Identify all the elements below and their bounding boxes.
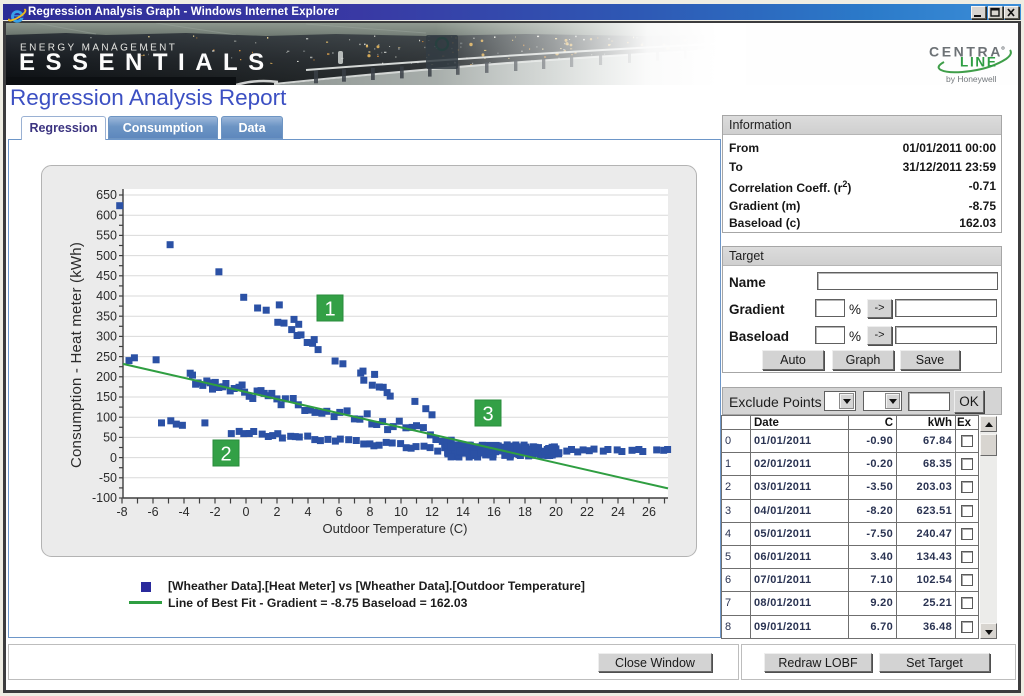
svg-text:600: 600 — [96, 208, 117, 222]
svg-text:3: 3 — [482, 404, 493, 426]
svg-text:300: 300 — [96, 330, 117, 344]
svg-text:6: 6 — [336, 505, 343, 519]
svg-text:-50: -50 — [99, 471, 117, 485]
svg-text:2: 2 — [220, 444, 231, 466]
svg-text:Consumption - Heat meter (kWh): Consumption - Heat meter (kWh) — [68, 242, 85, 468]
svg-text:650: 650 — [96, 188, 117, 202]
svg-text:26: 26 — [642, 505, 656, 519]
svg-text:16: 16 — [487, 505, 501, 519]
svg-text:200: 200 — [96, 370, 117, 384]
svg-text:0: 0 — [110, 451, 117, 465]
svg-text:1: 1 — [324, 299, 335, 321]
svg-text:550: 550 — [96, 229, 117, 243]
svg-text:350: 350 — [96, 309, 117, 323]
svg-text:-6: -6 — [147, 505, 158, 519]
svg-text:4: 4 — [305, 505, 312, 519]
svg-text:Outdoor Temperature (C): Outdoor Temperature (C) — [323, 521, 468, 536]
svg-text:-8: -8 — [116, 505, 127, 519]
svg-text:ENERGY MANAGEMENT: ENERGY MANAGEMENT — [20, 43, 177, 54]
svg-text:ESSENTIALS: ESSENTIALS — [19, 49, 275, 76]
svg-text:150: 150 — [96, 390, 117, 404]
svg-text:LINE: LINE — [960, 55, 998, 70]
svg-text:250: 250 — [96, 350, 117, 364]
svg-text:400: 400 — [96, 289, 117, 303]
svg-text:100: 100 — [96, 410, 117, 424]
svg-text:CENTRA: CENTRA — [929, 44, 1003, 60]
svg-text:50: 50 — [103, 431, 117, 445]
svg-text:-100: -100 — [92, 491, 117, 505]
svg-text:10: 10 — [394, 505, 408, 519]
svg-text:20: 20 — [549, 505, 563, 519]
svg-text:2: 2 — [274, 505, 281, 519]
svg-text:0: 0 — [243, 505, 250, 519]
svg-text:500: 500 — [96, 249, 117, 263]
svg-text:24: 24 — [611, 505, 625, 519]
svg-text:-2: -2 — [209, 505, 220, 519]
svg-text:12: 12 — [425, 505, 439, 519]
svg-text:18: 18 — [518, 505, 532, 519]
svg-text:14: 14 — [456, 505, 470, 519]
svg-text:8: 8 — [367, 505, 374, 519]
svg-text:-4: -4 — [178, 505, 189, 519]
svg-text:450: 450 — [96, 269, 117, 283]
svg-text:22: 22 — [580, 505, 594, 519]
